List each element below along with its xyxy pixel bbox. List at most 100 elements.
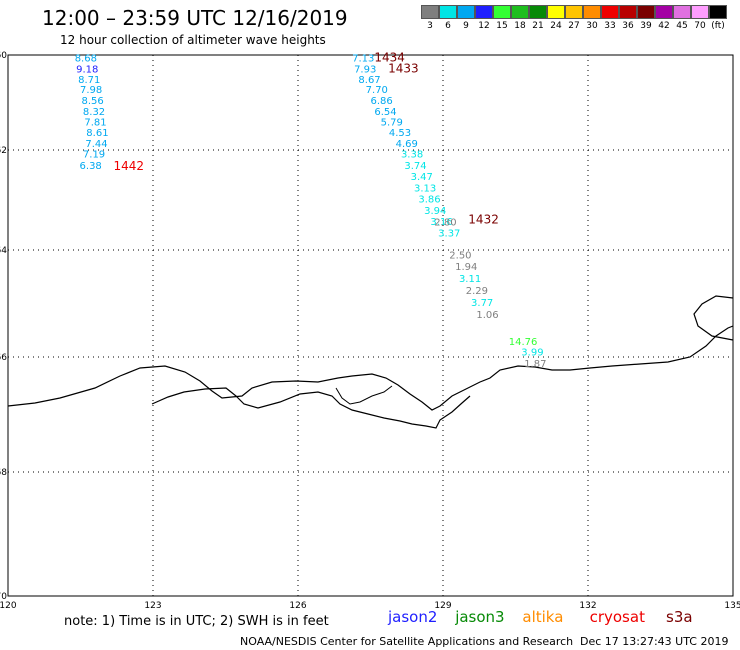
swh-value: 2.80 — [434, 218, 456, 229]
legend-swatch — [655, 5, 673, 19]
swh-value: 3.47 — [411, 172, 433, 183]
swh-value: 3.16 — [430, 217, 452, 228]
coastline-inlet — [335, 385, 393, 405]
longitude-label: 126 — [289, 601, 306, 611]
legend-value-label: 6 — [445, 21, 451, 31]
legend-value-label: 9 — [463, 21, 469, 31]
legend-swatch — [673, 5, 691, 19]
legend-swatch — [565, 5, 583, 19]
swh-value: 3.94 — [424, 206, 446, 217]
satellite-name: cryosat — [589, 608, 645, 626]
swh-value: 6.86 — [371, 96, 393, 107]
legend-swatch — [709, 5, 727, 19]
longitude-label: 135 — [724, 601, 740, 611]
swh-value: 7.93 — [354, 64, 376, 75]
swh-value: 4.69 — [396, 139, 418, 150]
map-title: 12:00 – 23:59 UTC 12/16/2019 — [42, 6, 348, 30]
latitude-label: -64 — [0, 246, 7, 256]
legend-swatch — [547, 5, 565, 19]
latitude-label: -66 — [0, 353, 7, 363]
swh-value: 6.38 — [80, 161, 102, 172]
longitude-label: 123 — [144, 601, 161, 611]
swh-value: 7.13 — [352, 53, 374, 64]
swh-value: 3.38 — [401, 150, 423, 161]
swh-value: 3.74 — [404, 161, 426, 172]
legend-value-label: 12 — [478, 21, 490, 31]
legend-swatch — [691, 5, 709, 19]
longitude-label: 120 — [0, 601, 17, 611]
pass-time-label: 1432 — [468, 213, 499, 227]
swh-value: 3.86 — [418, 195, 440, 206]
legend-value-label: 30 — [586, 21, 598, 31]
pass-time-label: 1442 — [114, 159, 145, 173]
coastline — [7, 295, 734, 411]
pass-time-label: 1434 — [374, 50, 405, 64]
swh-value: 3.99 — [521, 348, 543, 359]
legend-swatch — [421, 5, 439, 19]
legend-swatch — [475, 5, 493, 19]
wave-height-legend: 3 6 9 12 15 18 21 24 27 30 33 36 39 42 45 70 (ft) — [421, 5, 727, 39]
legend-value-label: 3 — [427, 21, 433, 31]
satellite-name: jason3 — [455, 608, 505, 626]
satellite-name: s3a — [666, 608, 693, 626]
swh-value: 6.54 — [374, 107, 396, 118]
swh-value: 7.81 — [84, 118, 106, 129]
legend-swatch — [439, 5, 457, 19]
latitude-label: -62 — [0, 146, 7, 156]
legend-value-label: 24 — [550, 21, 562, 31]
map-subtitle: 12 hour collection of altimeter wave hei… — [60, 33, 326, 47]
legend-value-label: 27 — [568, 21, 580, 31]
swh-value: 7.98 — [80, 85, 102, 96]
latitude-label: -60 — [0, 51, 7, 61]
latitude-label: -68 — [0, 468, 7, 478]
swh-value: 3.13 — [414, 184, 436, 195]
swh-value: 3.37 — [438, 229, 460, 240]
credit-text: NOAA/NESDIS Center for Satellite Applica… — [240, 635, 574, 648]
swh-value: 7.70 — [366, 85, 388, 96]
swh-value: 8.71 — [78, 75, 100, 86]
swh-value: 5.79 — [381, 118, 403, 129]
swh-value: 1.06 — [476, 310, 498, 321]
legend-value-label: 15 — [496, 21, 508, 31]
satellite-name: jason2 — [388, 608, 438, 626]
swh-value: 2.29 — [466, 286, 488, 297]
swh-value: 8.32 — [83, 107, 105, 118]
longitude-label: 129 — [434, 601, 451, 611]
longitude-label: 132 — [579, 601, 596, 611]
swh-value: 8.56 — [81, 96, 103, 107]
legend-swatch — [529, 5, 547, 19]
swh-value: 7.19 — [83, 150, 105, 161]
swh-value: 3.11 — [459, 274, 481, 285]
swh-value: 1.87 — [524, 359, 546, 370]
generation-timestamp: Dec 17 13:27:43 UTC 2019 — [580, 635, 729, 648]
map-border — [7, 54, 734, 597]
legend-swatch — [457, 5, 475, 19]
swh-value: 3.77 — [471, 298, 493, 309]
swh-value: 8.67 — [358, 75, 380, 86]
legend-value-label: 33 — [604, 21, 616, 31]
legend-value-label: 21 — [532, 21, 544, 31]
legend-swatch — [601, 5, 619, 19]
latitude-label: -70 — [0, 592, 7, 602]
swh-value: 8.61 — [86, 128, 108, 139]
legend-value-label: 45 — [676, 21, 688, 31]
legend-value-label: 70 — [694, 21, 706, 31]
swh-value: 7.44 — [85, 139, 107, 150]
legend-value-label: 18 — [514, 21, 526, 31]
legend-swatch — [493, 5, 511, 19]
swh-value: 14.76 — [509, 337, 538, 348]
ice-shelf-outline — [151, 387, 471, 429]
swh-value: 4.53 — [389, 128, 411, 139]
legend-value-label: 42 — [658, 21, 670, 31]
swh-value: 8.68 — [75, 53, 97, 64]
legend-swatch — [619, 5, 637, 19]
satellite-name: altika — [522, 608, 564, 626]
swh-value: 1.94 — [455, 262, 477, 273]
legend-swatch — [637, 5, 655, 19]
legend-swatch — [583, 5, 601, 19]
legend-value-label: 39 — [640, 21, 652, 31]
swh-value: 9.18 — [76, 64, 98, 75]
units-note: note: 1) Time is in UTC; 2) SWH is in fe… — [64, 614, 329, 629]
